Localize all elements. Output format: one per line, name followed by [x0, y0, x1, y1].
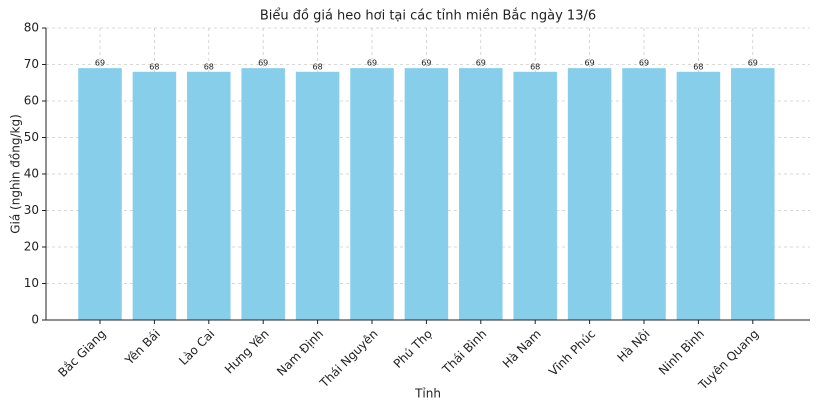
- x-tick-label: Vĩnh Phúc: [546, 327, 598, 379]
- y-tick-label: 40: [24, 167, 39, 181]
- x-axis-label: Tỉnh: [414, 387, 441, 401]
- bar: [78, 68, 122, 321]
- value-label: 69: [639, 59, 649, 68]
- bar: [622, 68, 666, 321]
- x-tick-label: Hưng Yên: [222, 327, 272, 377]
- value-label: 69: [585, 59, 595, 68]
- y-tick-label: 80: [24, 21, 39, 35]
- bar: [295, 71, 340, 320]
- chart-title: Biểu đồ giá heo hơi tại các tỉnh miền Bắ…: [260, 9, 596, 24]
- x-tick-label: Nam Định: [274, 327, 326, 379]
- x-tick-label: Ninh Bình: [656, 327, 707, 378]
- value-label: 68: [693, 62, 703, 71]
- bar: [350, 68, 394, 321]
- bar: [513, 71, 557, 320]
- value-label: 69: [258, 59, 268, 68]
- bar: [404, 68, 449, 321]
- y-tick-label: 60: [24, 94, 39, 108]
- x-tick-label: Hà Nam: [500, 327, 544, 371]
- value-label: 68: [149, 62, 159, 71]
- y-tick-label: 10: [24, 276, 39, 290]
- value-label: 68: [530, 62, 540, 71]
- x-tick-label: Yên Bái: [122, 327, 163, 368]
- x-tick-label: Hà Nội: [615, 327, 653, 365]
- value-label: 68: [313, 62, 323, 71]
- x-tick-label: Bắc Giang: [55, 327, 108, 380]
- bar: [459, 68, 503, 321]
- value-label: 69: [476, 59, 486, 68]
- bar: [241, 68, 285, 321]
- y-tick-label: 70: [24, 57, 39, 71]
- value-label: 69: [421, 59, 431, 68]
- x-tick-label: Thái Bình: [439, 327, 489, 377]
- y-axis-label: Giá (nghìn đồng/kg): [9, 114, 23, 234]
- value-label: 69: [748, 59, 758, 68]
- x-tick-label: Lào Cai: [176, 327, 217, 368]
- y-tick-label: 20: [24, 240, 39, 254]
- x-tick-label: Phú Thọ: [391, 327, 435, 371]
- bar: [676, 71, 721, 320]
- value-label: 69: [367, 59, 377, 68]
- bar: [731, 68, 775, 321]
- value-label: 69: [95, 59, 105, 68]
- y-tick-label: 30: [24, 203, 39, 217]
- bar: [567, 68, 612, 321]
- y-tick-label: 0: [31, 313, 39, 327]
- bar: [132, 71, 177, 320]
- value-label: 68: [204, 62, 214, 71]
- x-tick-label: Thái Nguyên: [316, 327, 380, 391]
- y-tick-label: 50: [24, 130, 39, 144]
- bar: [187, 71, 231, 320]
